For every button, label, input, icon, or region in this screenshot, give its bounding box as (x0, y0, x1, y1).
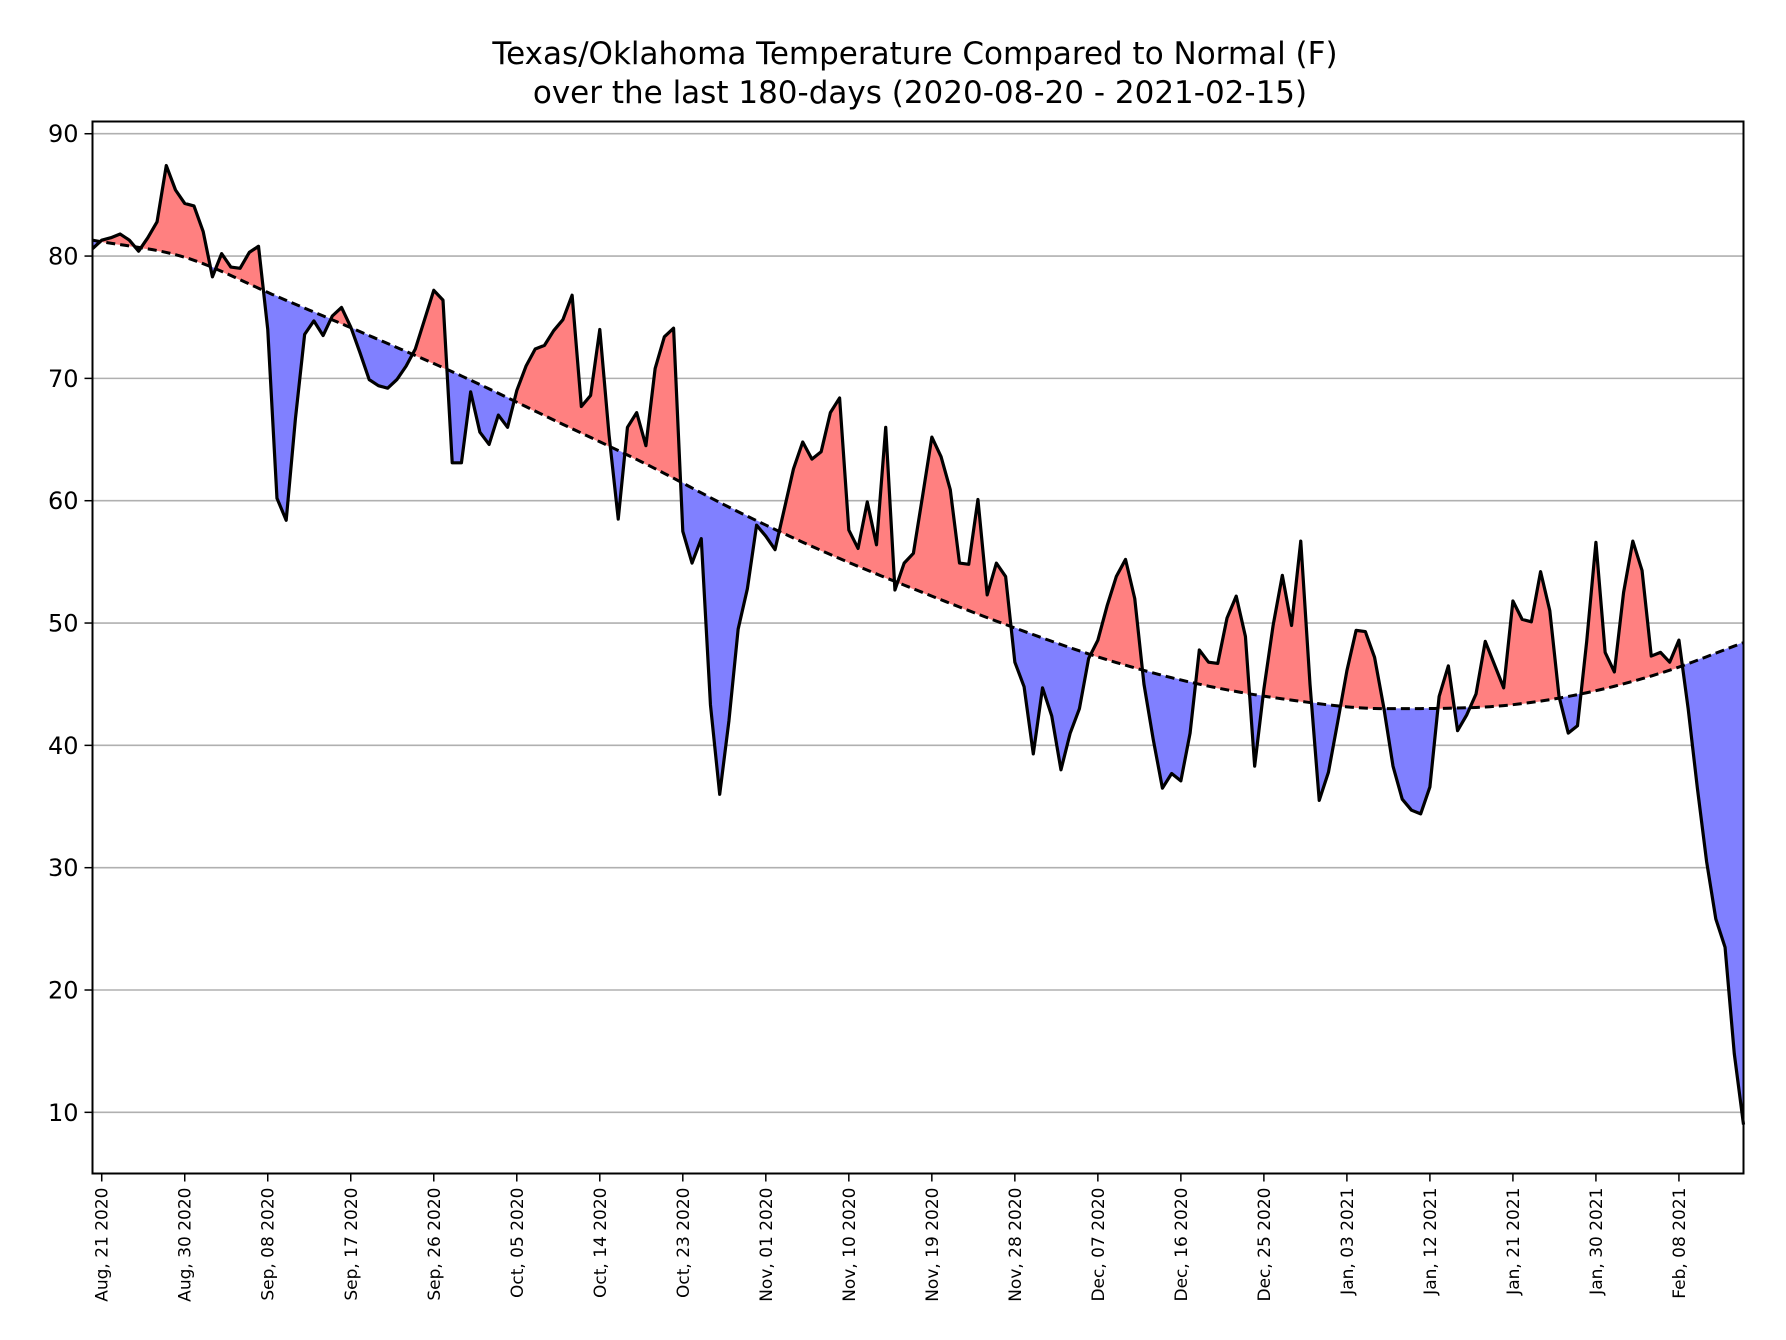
above-normal-fill (811, 451, 822, 551)
x-tick-label: Dec, 16 2020 (1172, 1188, 1192, 1302)
above-normal-fill (830, 396, 840, 559)
y-tick-label: 30 (48, 854, 79, 882)
y-tick-label: 80 (48, 243, 79, 271)
below-normal-fill (1162, 674, 1172, 790)
above-normal-fill (534, 344, 545, 417)
above-normal-fill (1355, 630, 1366, 709)
below-normal-fill (1401, 708, 1412, 812)
x-tick-label: Nov, 28 2020 (1006, 1188, 1026, 1302)
series-lines (91, 163, 1746, 1125)
observed-temperature-line (91, 163, 1746, 1125)
above-normal-fill (1208, 661, 1219, 689)
x-tick-label: Oct, 05 2020 (508, 1188, 528, 1299)
x-tick-label: Aug, 21 2020 (93, 1188, 113, 1302)
y-tick-label: 10 (48, 1099, 79, 1127)
x-tick-label: Sep, 17 2020 (342, 1188, 362, 1301)
plot-area-frame (91, 120, 1745, 1175)
y-tick-label: 20 (48, 977, 79, 1005)
x-tick-label: Sep, 26 2020 (425, 1188, 445, 1301)
y-tick-label: 40 (48, 732, 79, 760)
y-axis: 10 20 30 40 50 60 70 80 90 (48, 120, 93, 1127)
x-tick-label: Oct, 14 2020 (591, 1188, 611, 1299)
above-normal-fill (184, 203, 195, 261)
y-tick-label: 90 (48, 120, 79, 148)
chart-title: Texas/Oklahoma Temperature Compared to N… (491, 36, 1337, 72)
x-tick-label: Dec, 07 2020 (1089, 1188, 1109, 1302)
y-tick-label: 70 (48, 365, 79, 393)
above-normal-fill (931, 436, 942, 601)
above-normal-fill (664, 327, 674, 479)
above-normal-fill (959, 562, 970, 612)
below-normal-fill (1171, 677, 1182, 782)
x-tick-label: Jan, 21 2021 (1504, 1188, 1524, 1296)
x-tick-label: Feb, 08 2021 (1670, 1188, 1690, 1299)
x-tick-label: Sep, 08 2020 (259, 1188, 279, 1301)
y-tick-label: 60 (48, 487, 79, 515)
normal-temperature-line (92, 238, 1745, 711)
below-normal-fill (368, 335, 379, 387)
x-tick-label: Nov, 10 2020 (840, 1188, 860, 1302)
below-normal-fill (276, 295, 287, 521)
x-tick-label: Jan, 12 2021 (1421, 1188, 1441, 1296)
y-tick-label: 50 (48, 610, 79, 638)
above-normal-fill (553, 318, 564, 425)
x-tick-label: Oct, 23 2020 (674, 1188, 694, 1299)
x-tick-label: Dec, 25 2020 (1255, 1188, 1275, 1302)
x-tick-label: Aug, 30 2020 (176, 1188, 196, 1302)
below-normal-fill (1715, 649, 1726, 948)
below-normal-fill (378, 339, 388, 389)
below-normal-fill (1411, 708, 1421, 815)
below-normal-fill (451, 371, 462, 464)
x-axis: Aug, 21 2020 Aug, 30 2020 Sep, 08 2020 Sep,… (93, 1173, 1690, 1302)
x-tick-label: Jan, 30 2021 (1587, 1188, 1607, 1296)
above-normal-fill (1521, 618, 1532, 704)
chart-subtitle: over the last 180-days (2020-08-20 - 202… (533, 75, 1307, 111)
x-tick-label: Nov, 01 2020 (757, 1188, 777, 1302)
x-tick-label: Nov, 19 2020 (923, 1188, 943, 1302)
gridlines (92, 132, 1744, 1114)
x-tick-label: Jan, 03 2021 (1338, 1188, 1358, 1296)
